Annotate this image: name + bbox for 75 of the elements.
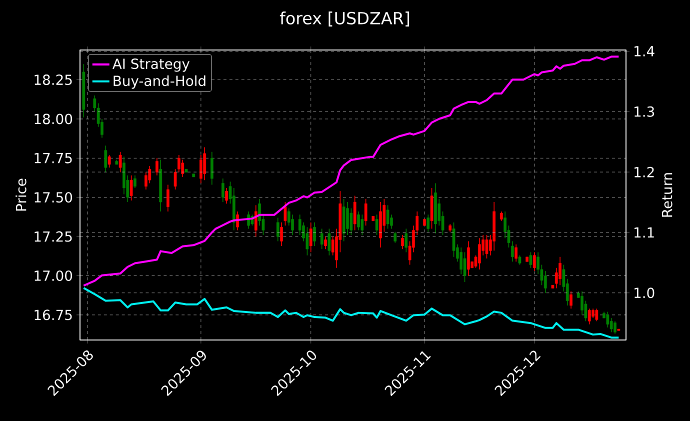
candlestick: [254, 204, 258, 237]
line-series: [82, 287, 620, 339]
candlestick: [478, 238, 481, 270]
candlestick: [309, 222, 312, 253]
candlestick: [364, 198, 368, 226]
candlestick: [394, 231, 397, 244]
candlestick: [588, 308, 591, 325]
candlestick: [606, 311, 610, 328]
candlestick: [532, 252, 536, 272]
candlestick: [280, 222, 283, 246]
y-axis-title: Price: [16, 178, 26, 211]
y2-tick-label: 1.1: [634, 227, 654, 238]
candlestick: [306, 226, 309, 256]
candlestick: [360, 214, 364, 236]
y2-tick-label: 1.0: [634, 288, 654, 298]
candlestick: [328, 228, 331, 256]
candlestick: [580, 291, 584, 316]
y2-tick-label: 1.3: [634, 106, 654, 117]
candlestick: [357, 211, 360, 231]
candlestick: [544, 270, 547, 294]
candlestick: [346, 202, 349, 236]
candlestick: [130, 175, 133, 201]
y-tick-label: 16.75: [34, 310, 72, 320]
candlestick: [174, 168, 177, 190]
y2-axis-title: Return: [662, 173, 672, 217]
candlestick: [375, 214, 378, 236]
candlestick: [181, 159, 184, 178]
candlestick: [386, 204, 390, 230]
candlestick: [320, 228, 324, 250]
candlestick: [276, 217, 280, 242]
line-series: [82, 56, 620, 287]
y-tick-label: 17.50: [34, 192, 72, 203]
candlestick: [460, 247, 463, 275]
candlestick: [178, 154, 180, 173]
legend-label: AI Strategy: [112, 58, 190, 72]
candlestick: [500, 211, 503, 222]
candlestick: [570, 291, 572, 310]
candlestick: [104, 145, 108, 173]
y2-tick-label: 1.4: [634, 46, 654, 56]
candlestick: [324, 236, 327, 250]
legend-label: Buy-and-Hold: [114, 75, 206, 89]
candlestick: [592, 308, 594, 318]
candlestick: [518, 254, 522, 266]
candlestick: [529, 252, 532, 268]
candlestick: [504, 211, 507, 239]
candlestick: [210, 151, 214, 186]
candlestick: [452, 222, 456, 258]
candlestick: [467, 240, 470, 276]
candlestick: [203, 146, 206, 181]
y-tick-label: 17.00: [34, 270, 72, 281]
candlestick: [426, 214, 430, 232]
candlestick: [225, 188, 228, 204]
candlestick: [558, 256, 562, 286]
y-tick-label: 17.25: [34, 231, 72, 242]
candlestick: [313, 222, 316, 246]
candlestick: [108, 154, 111, 168]
candlestick: [156, 158, 158, 176]
y-tick-label: 18.25: [34, 74, 72, 86]
candlestick: [284, 202, 287, 226]
candlestick: [118, 151, 122, 173]
candlestick: [166, 184, 170, 212]
y2-tick-label: 1.2: [634, 166, 654, 178]
candlestick: [485, 234, 488, 259]
candlestick: [514, 244, 518, 262]
candlestick: [221, 178, 224, 202]
candlestick: [134, 175, 136, 188]
y-tick-label: 18.00: [34, 114, 72, 124]
candlestick: [595, 308, 598, 322]
candlestick: [404, 228, 408, 253]
chart-title: forex [USDZAR]: [280, 12, 410, 26]
candlestick: [614, 320, 616, 334]
candlestick: [353, 195, 356, 231]
candlestick: [463, 252, 466, 282]
candlestick: [401, 234, 404, 250]
y-tick-label: 17.75: [34, 152, 72, 164]
